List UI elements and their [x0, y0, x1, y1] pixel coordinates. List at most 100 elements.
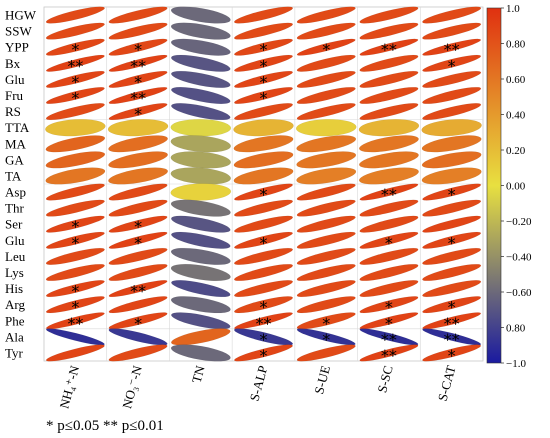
correlation-ellipse	[359, 167, 419, 185]
correlation-ellipse	[422, 22, 482, 40]
correlation-ellipse	[171, 103, 231, 121]
significance-star: **	[444, 314, 460, 333]
correlation-ellipse	[296, 215, 356, 233]
correlation-ellipse	[108, 54, 168, 72]
correlation-ellipse	[108, 103, 168, 121]
correlation-ellipse	[108, 70, 168, 88]
row-label: Bx	[5, 56, 21, 71]
row-label: Fru	[5, 88, 24, 103]
correlation-ellipse	[108, 344, 168, 362]
column-label: S-UE	[311, 364, 333, 396]
significance-star: *	[134, 105, 142, 124]
significance-star: *	[260, 89, 268, 108]
significance-star: *	[134, 314, 142, 333]
colorbar: 1.0 0.80 0.60 0.40 0.20 0.00 −0.20 −0.40 −0.60 0.…	[486, 3, 532, 370]
correlation-ellipse	[108, 264, 168, 281]
significance-star: **	[67, 56, 83, 75]
correlation-ellipse	[45, 38, 105, 56]
significance-star: *	[71, 233, 79, 252]
correlation-ellipse	[170, 199, 231, 217]
row-label: Tyr	[5, 345, 24, 360]
correlation-ellipse	[422, 264, 482, 281]
correlation-ellipse	[170, 263, 231, 282]
colorbar-gradient	[486, 7, 502, 364]
correlation-ellipse	[108, 312, 168, 330]
correlation-ellipse	[108, 296, 168, 314]
correlation-ellipse	[45, 119, 106, 137]
row-label: His	[5, 281, 23, 296]
correlation-ellipse	[358, 119, 420, 137]
correlation-ellipse	[45, 344, 105, 362]
correlation-ellipse	[296, 54, 356, 72]
correlation-ellipse	[422, 87, 482, 104]
colorbar-tick-label: −0.40	[506, 251, 532, 263]
correlation-ellipse	[422, 199, 482, 217]
correlation-ellipse	[45, 22, 105, 40]
row-label: Leu	[5, 249, 26, 264]
correlation-ellipse	[171, 231, 231, 249]
correlation-ellipse	[422, 54, 482, 72]
correlation-ellipse	[359, 247, 419, 265]
significance-star: *	[134, 40, 142, 59]
significance-star: *	[71, 217, 79, 236]
significance-star: *	[448, 185, 456, 204]
correlation-ellipse	[234, 38, 293, 56]
significance-star: **	[444, 40, 460, 59]
significance-star: *	[71, 298, 79, 317]
correlation-ellipse	[359, 70, 419, 88]
correlation-ellipse	[170, 183, 232, 201]
colorbar-tick-label: −0.20	[506, 216, 532, 228]
correlation-ellipse	[422, 183, 482, 201]
correlation-ellipse	[422, 296, 482, 314]
correlation-ellipse	[422, 231, 482, 249]
correlation-ellipse	[234, 22, 293, 40]
correlation-ellipse	[421, 167, 482, 185]
significance-star: *	[448, 298, 456, 317]
colorbar-tick-label: 0.80	[506, 38, 526, 50]
correlation-ellipse	[234, 344, 293, 362]
correlation-ellipse	[108, 38, 168, 56]
row-labels: HGWSSWYPPBxGluFruRSTTAMAGATAAspThrSerGlu…	[5, 8, 37, 361]
row-label: Lys	[5, 265, 24, 280]
correlation-ellipse	[296, 328, 356, 346]
significance-star: *	[260, 298, 268, 317]
correlation-ellipse	[171, 70, 231, 88]
correlation-ellipse	[45, 296, 105, 314]
significance-star: *	[71, 72, 79, 91]
significance-star: **	[130, 56, 146, 75]
correlation-ellipse	[45, 280, 105, 298]
significance-star: *	[322, 330, 330, 349]
correlation-ellipse	[296, 87, 356, 104]
correlation-ellipse	[296, 247, 356, 265]
significance-star: *	[322, 314, 330, 333]
correlation-ellipse	[45, 151, 106, 169]
correlation-ellipse	[170, 6, 231, 24]
row-label: GA	[5, 152, 24, 167]
correlation-ellipse	[359, 312, 419, 330]
row-label: Phe	[5, 313, 25, 328]
row-label: HGW	[5, 8, 37, 23]
row-label: Ser	[5, 217, 23, 232]
correlation-ellipse	[108, 215, 168, 233]
row-label: Asp	[5, 185, 26, 200]
correlation-ellipse	[45, 264, 105, 281]
row-label: Glu	[5, 72, 25, 87]
significance-star: *	[71, 89, 79, 108]
significance-star: *	[260, 346, 268, 365]
significance-star: *	[71, 40, 79, 59]
correlation-ellipse	[359, 215, 419, 233]
correlation-ellipse	[170, 296, 231, 314]
correlation-ellipse	[359, 231, 419, 249]
ellipse-layer	[45, 6, 482, 362]
correlation-ellipse	[171, 215, 231, 233]
correlation-ellipse	[233, 119, 294, 137]
correlation-ellipse	[234, 215, 293, 233]
correlation-ellipse	[45, 231, 105, 249]
significance-star: *	[322, 40, 330, 59]
correlation-ellipse	[108, 22, 168, 40]
correlation-ellipse	[171, 54, 231, 72]
correlation-ellipse	[359, 183, 419, 201]
colorbar-tick-label: 1.0	[506, 3, 520, 15]
correlation-ellipse	[234, 312, 293, 330]
correlation-ellipse	[108, 328, 168, 346]
